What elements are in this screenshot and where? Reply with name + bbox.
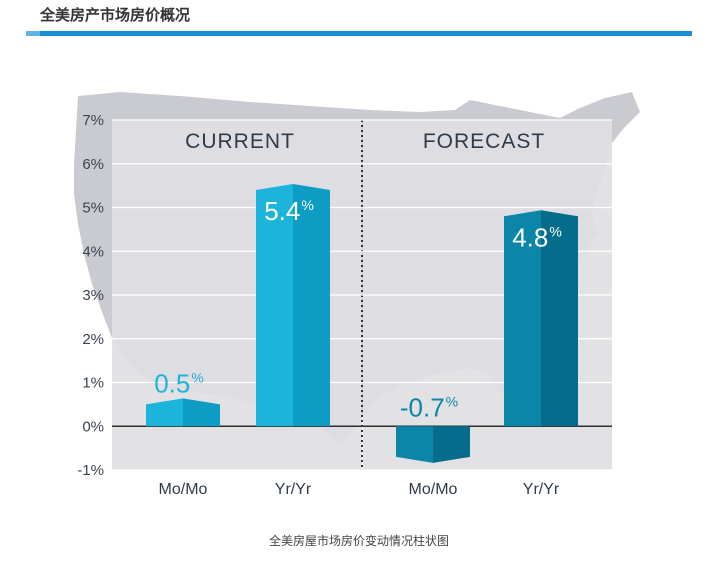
bar-face-right [293, 184, 330, 427]
section-title: 全美房产市场房价概况 [40, 6, 191, 24]
panel-title: FORECAST [423, 130, 545, 153]
bar-value-unit: % [301, 197, 313, 213]
bar-face-left [146, 398, 183, 427]
bar [504, 210, 578, 427]
bar-face-right [541, 210, 578, 427]
y-tick-label: 4% [82, 243, 104, 260]
x-category-label: Mo/Mo [159, 481, 208, 498]
y-tick-label: 3% [82, 287, 104, 304]
x-category-label: Mo/Mo [409, 481, 458, 498]
x-category-label: Yr/Yr [523, 481, 560, 498]
bar [396, 426, 470, 463]
title-underline [26, 31, 692, 36]
bar-value-unit: % [549, 223, 561, 239]
y-tick-label: 2% [82, 331, 104, 348]
panel-title: CURRENT [185, 130, 295, 153]
bar-value-unit: % [446, 393, 458, 409]
bar-face-left [504, 210, 541, 427]
y-tick-label: 6% [82, 156, 104, 173]
bar [146, 398, 220, 427]
y-tick-label: 1% [82, 375, 104, 392]
house-price-chart: 7%6%5%4%3%2%1%0%-1%CURRENT0.5%Mo/Mo5.4%Y… [74, 92, 640, 498]
y-tick-label: 0% [82, 418, 104, 435]
figure-caption: 全美房屋市场房价变动情况柱状图 [268, 534, 449, 548]
bar-face-right [433, 426, 470, 463]
title-underline-accent [26, 31, 40, 36]
y-tick-label: -1% [77, 462, 104, 479]
y-tick-label: 7% [82, 112, 104, 129]
y-tick-label: 5% [82, 200, 104, 217]
bar-value-unit: % [191, 369, 203, 385]
bar-face-left [256, 184, 293, 427]
bar-face-right [183, 398, 220, 427]
bar [256, 184, 330, 427]
x-category-label: Yr/Yr [275, 481, 312, 498]
bar-face-left [396, 426, 433, 463]
